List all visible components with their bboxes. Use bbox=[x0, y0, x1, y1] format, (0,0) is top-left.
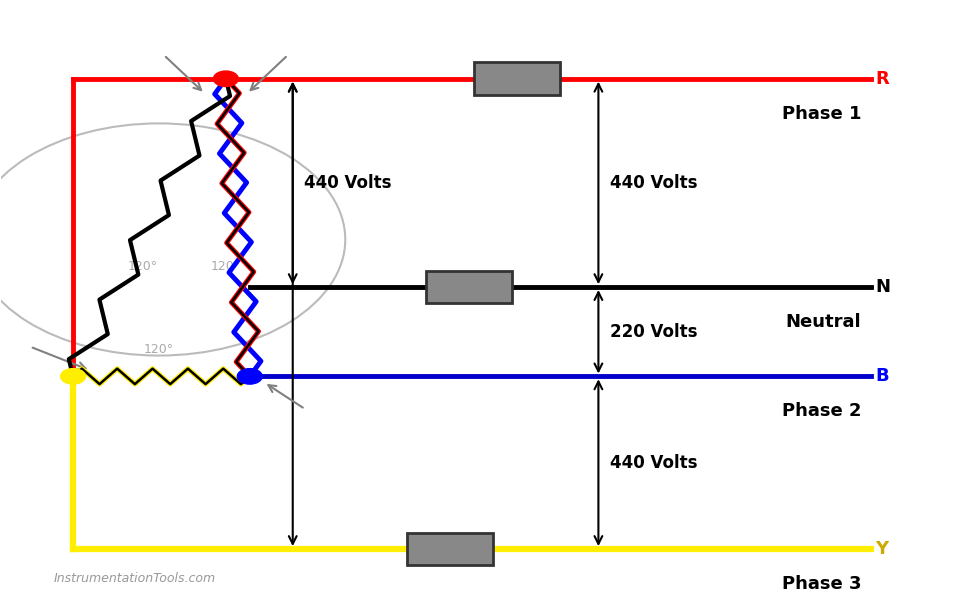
Text: R: R bbox=[876, 70, 889, 88]
FancyBboxPatch shape bbox=[474, 62, 560, 95]
Text: N: N bbox=[876, 278, 890, 296]
Text: Phase 2: Phase 2 bbox=[782, 402, 861, 420]
FancyBboxPatch shape bbox=[426, 271, 513, 303]
Text: 220 Volts: 220 Volts bbox=[610, 323, 697, 341]
Text: 440 Volts: 440 Volts bbox=[610, 454, 697, 472]
Text: Neutral: Neutral bbox=[786, 313, 861, 331]
Text: InstrumentationTools.com: InstrumentationTools.com bbox=[54, 572, 217, 585]
Circle shape bbox=[238, 368, 262, 384]
Text: Phase 1: Phase 1 bbox=[782, 105, 861, 123]
Text: 120°: 120° bbox=[211, 260, 240, 273]
FancyBboxPatch shape bbox=[407, 533, 493, 565]
Text: Phase 3: Phase 3 bbox=[782, 575, 861, 593]
Text: B: B bbox=[876, 367, 889, 385]
Text: 120°: 120° bbox=[127, 260, 158, 273]
Text: 440 Volts: 440 Volts bbox=[305, 174, 392, 192]
Text: 440 Volts: 440 Volts bbox=[610, 174, 697, 192]
Text: Y: Y bbox=[876, 540, 888, 558]
Text: 120°: 120° bbox=[144, 343, 174, 356]
Circle shape bbox=[214, 71, 239, 87]
Circle shape bbox=[60, 368, 85, 384]
